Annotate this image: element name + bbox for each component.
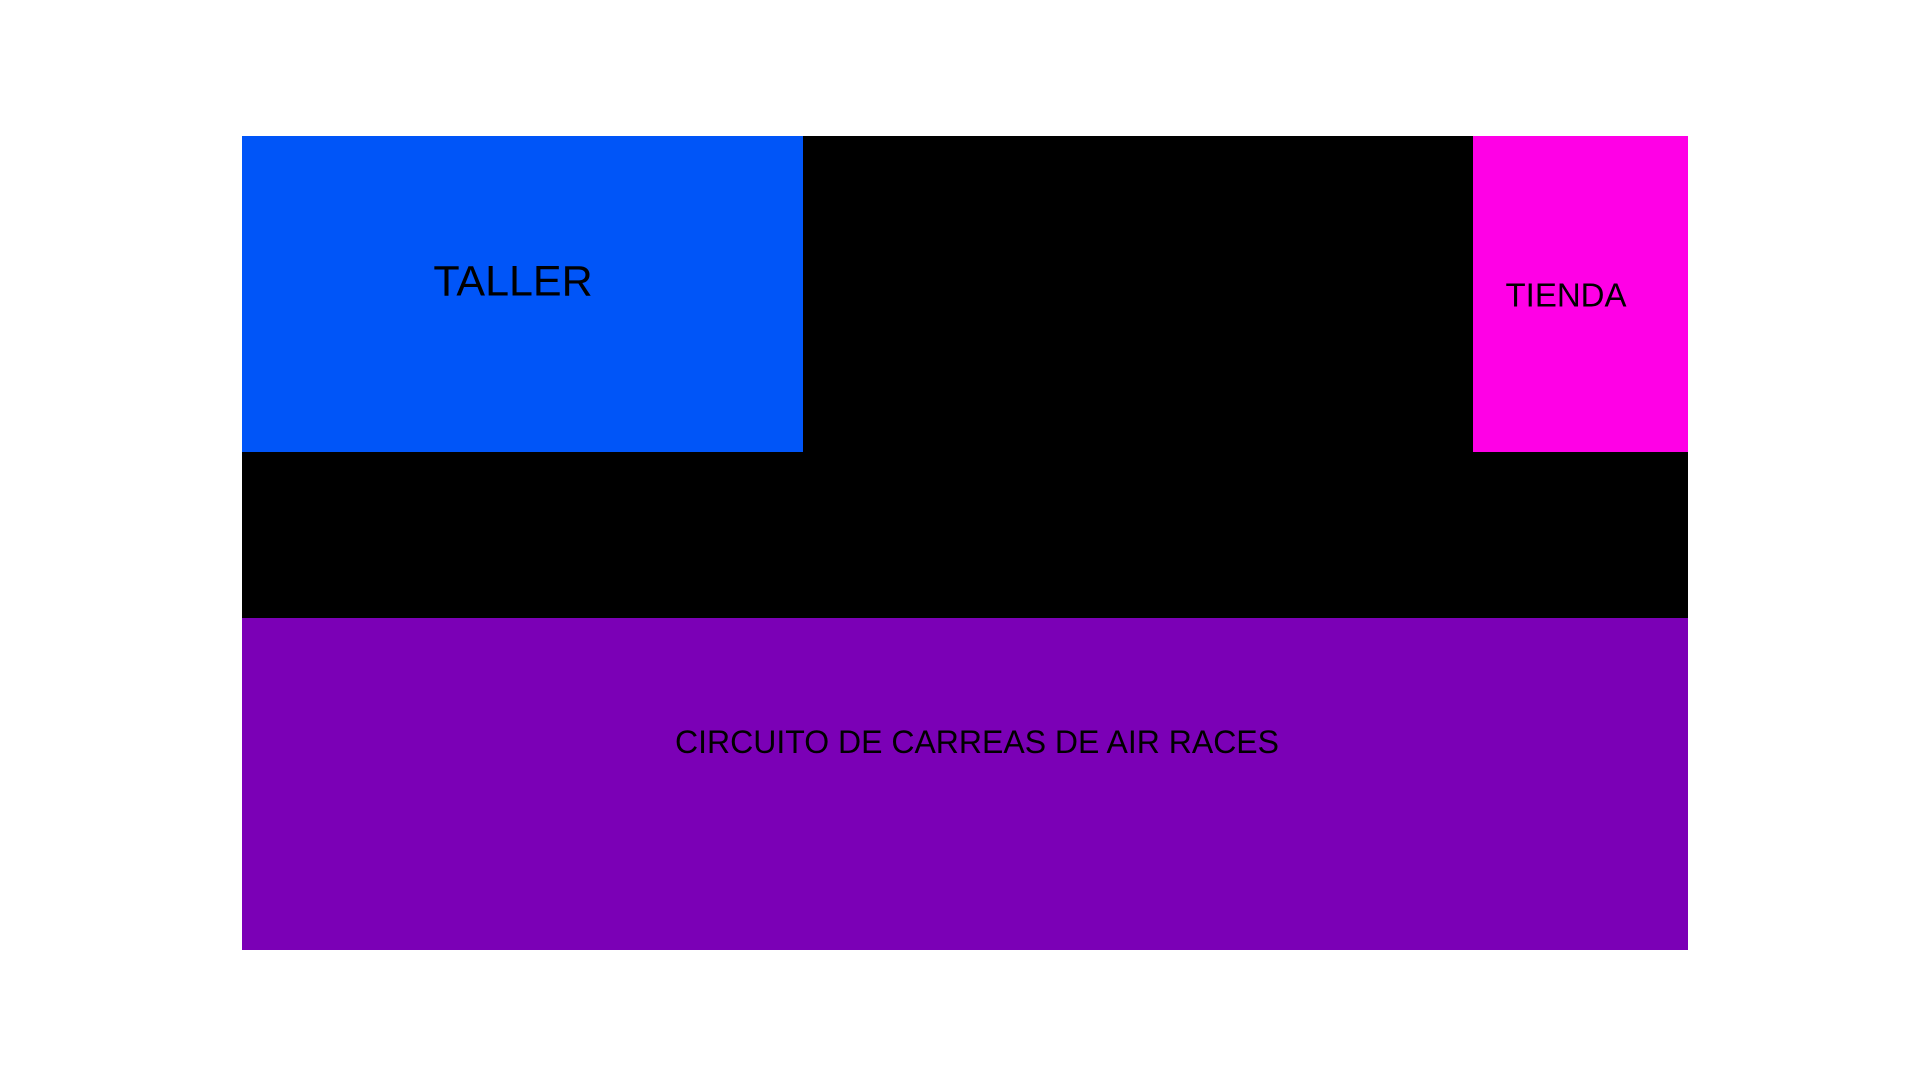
tienda-label: TIENDA (1505, 276, 1627, 314)
circuito-zone[interactable]: CIRCUITO DE CARREAS DE AIR RACES (242, 618, 1688, 950)
tienda-zone[interactable]: TIENDA (1473, 136, 1688, 452)
taller-zone[interactable]: TALLER (242, 136, 803, 452)
circuito-label: CIRCUITO DE CARREAS DE AIR RACES (675, 724, 1279, 760)
taller-label: TALLER (433, 257, 593, 306)
